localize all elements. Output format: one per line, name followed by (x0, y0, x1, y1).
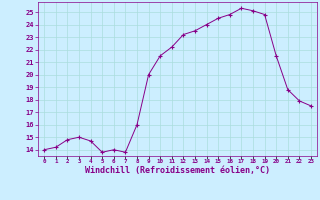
X-axis label: Windchill (Refroidissement éolien,°C): Windchill (Refroidissement éolien,°C) (85, 166, 270, 175)
